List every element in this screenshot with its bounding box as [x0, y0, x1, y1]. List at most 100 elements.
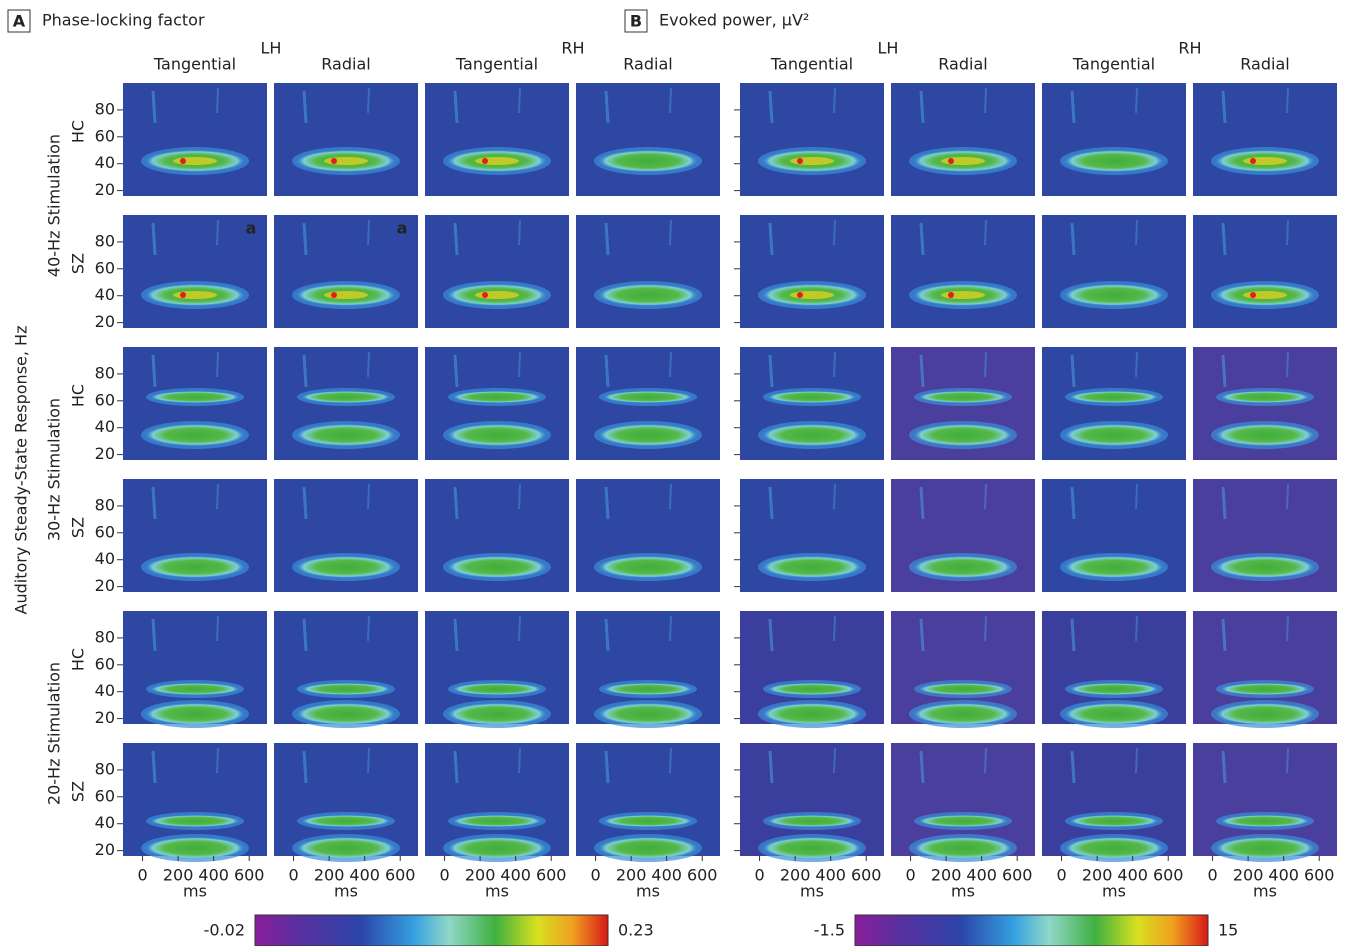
heatmap-band: [598, 150, 698, 172]
x-tick-label: 0: [288, 866, 298, 885]
x-tick-label: 0: [590, 866, 600, 885]
heatmap: [1042, 743, 1186, 862]
group-label: HC: [69, 384, 88, 407]
heatmap-streak: [834, 352, 835, 377]
heatmap: [123, 611, 267, 728]
heatmap-streak: [519, 220, 520, 245]
y-tick-label: 80: [95, 495, 115, 514]
group-label: SZ: [69, 253, 88, 274]
heatmap-band: [598, 837, 698, 859]
heatmap-streak: [304, 619, 306, 651]
x-tick-label: 600: [536, 866, 567, 885]
heatmap-streak: [519, 748, 520, 773]
heatmap: [891, 215, 1035, 328]
x-tick-label: 600: [1153, 866, 1184, 885]
heatmap-band: [1069, 815, 1159, 827]
stimulation-label: 30-Hz Stimulation: [45, 398, 64, 541]
heatmap-streak: [670, 220, 671, 245]
heatmap: [1042, 83, 1186, 196]
y-tick-label: 60: [95, 786, 115, 805]
heatmap-background: [123, 83, 267, 196]
heatmap-streak: [1223, 355, 1225, 387]
y-tick-label: 60: [95, 390, 115, 409]
y-tick-label: 80: [95, 363, 115, 382]
heatmap-streak: [217, 616, 218, 641]
heatmap: [740, 215, 884, 328]
heatmap: [1042, 611, 1186, 728]
heatmap-streak: [304, 751, 306, 783]
heatmap-peak: [324, 157, 368, 165]
heatmap-peak: [180, 158, 186, 164]
heatmap-streak: [921, 751, 923, 783]
heatmap-streak: [606, 355, 608, 387]
heatmap-streak: [670, 484, 671, 509]
y-tick-label: 20: [95, 840, 115, 859]
heatmap: [1193, 83, 1337, 196]
heatmap-streak: [1223, 91, 1225, 123]
heatmap-streak: [368, 352, 369, 377]
heatmap: [274, 479, 418, 592]
heatmap-band: [762, 556, 862, 578]
heatmap-streak: [1287, 352, 1288, 377]
heatmap: [576, 215, 720, 328]
x-tick-label: 600: [234, 866, 265, 885]
heatmap-streak: [1287, 616, 1288, 641]
heatmap-streak: [368, 616, 369, 641]
heatmap-background: [891, 83, 1035, 196]
heatmap-band: [145, 837, 245, 859]
column-header: Tangential: [770, 55, 853, 74]
heatmap-background: [274, 83, 418, 196]
hemisphere-label: LH: [261, 39, 282, 58]
heatmap-peak: [790, 157, 834, 165]
heatmap-peak: [180, 292, 186, 298]
heatmap-band: [1215, 424, 1315, 446]
heatmap-streak: [985, 352, 986, 377]
heatmap-streak: [670, 352, 671, 377]
x-tick-label: 0: [1056, 866, 1066, 885]
heatmap: [425, 479, 569, 592]
heatmap-streak: [455, 751, 457, 783]
heatmap-peak: [941, 291, 985, 299]
heatmap-peak: [941, 157, 985, 165]
heatmap-band: [447, 424, 547, 446]
heatmap-peak: [331, 158, 337, 164]
heatmap-streak: [670, 88, 671, 113]
heatmap-band: [1220, 391, 1310, 403]
column-header: Radial: [1240, 55, 1289, 74]
heatmap-band: [603, 815, 693, 827]
heatmap: [1193, 479, 1337, 592]
heatmap-streak: [153, 355, 155, 387]
heatmap-streak: [368, 484, 369, 509]
heatmap-band: [913, 837, 1013, 859]
x-tick-label: 600: [1304, 866, 1335, 885]
heatmap-streak: [985, 88, 986, 113]
heatmap-band: [301, 683, 391, 695]
heatmap-band: [918, 815, 1008, 827]
heatmap-peak: [475, 157, 519, 165]
colorbar-min-label: -0.02: [204, 921, 245, 940]
x-tick-label: 0: [137, 866, 147, 885]
heatmap-streak: [985, 616, 986, 641]
heatmap-streak: [985, 748, 986, 773]
heatmap: [1042, 215, 1186, 328]
heatmap-streak: [770, 487, 772, 519]
heatmap-streak: [455, 223, 457, 255]
heatmap-band: [762, 837, 862, 859]
heatmap-band: [1220, 815, 1310, 827]
heatmap-band: [150, 815, 240, 827]
heatmap-band: [603, 683, 693, 695]
panel-title: Evoked power, μV²: [659, 11, 809, 30]
x-axis-label: ms: [1102, 882, 1126, 901]
heatmap-streak: [921, 223, 923, 255]
heatmap-streak: [304, 91, 306, 123]
heatmap-streak: [921, 355, 923, 387]
heatmap-band: [1064, 837, 1164, 859]
heatmap-streak: [153, 91, 155, 123]
heatmap-band: [762, 424, 862, 446]
y-tick-label: 60: [95, 522, 115, 541]
heatmap-streak: [670, 748, 671, 773]
heatmap-background: [425, 215, 569, 328]
heatmap-streak: [770, 91, 772, 123]
heatmap-background: [1042, 83, 1186, 196]
heatmap-streak: [1287, 88, 1288, 113]
